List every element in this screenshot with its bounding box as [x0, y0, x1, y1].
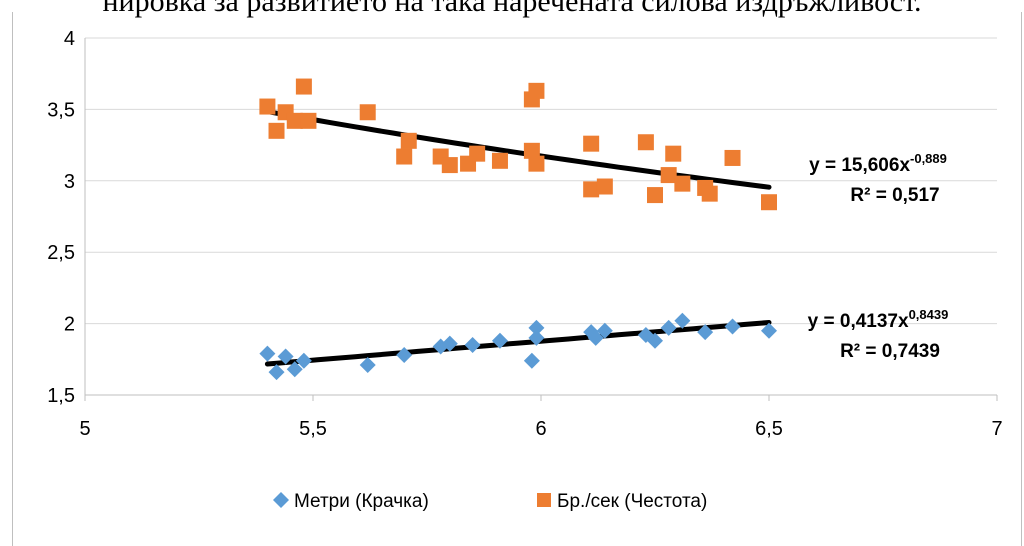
legend: Метри (Крачка) Бр./сек (Честота)	[273, 491, 707, 512]
trendline-equation-2: y = 15,606x-0,889	[809, 151, 947, 176]
point-series-1	[523, 352, 540, 369]
point-series-2	[647, 187, 663, 204]
point-series-1	[647, 332, 663, 349]
point-series-1	[295, 352, 312, 369]
point-series-1	[724, 318, 741, 335]
x-tick-label: 6	[535, 418, 546, 440]
legend-item-1: Метри (Крачка)	[273, 491, 429, 512]
legend-marker-2	[537, 493, 551, 507]
point-series-1	[277, 348, 294, 365]
point-series-2	[469, 145, 486, 162]
point-series-2	[286, 112, 303, 129]
x-tick-label: 7	[991, 418, 1002, 440]
point-series-2	[295, 78, 312, 95]
point-series-2	[396, 148, 413, 165]
point-series-2	[528, 155, 545, 172]
point-series-1	[491, 332, 508, 349]
y-tick-label: 2	[64, 314, 75, 336]
trendline-equation-1: y = 0,4137x0,8439	[808, 307, 949, 332]
point-series-1	[259, 345, 276, 362]
x-tick-label: 5,5	[299, 418, 327, 440]
point-series-1	[674, 312, 691, 329]
point-series-2	[528, 82, 545, 99]
point-series-2	[674, 175, 691, 192]
point-series-1	[528, 319, 545, 336]
trendline-equations: y = 0,4137x0,8439 R² = 0,7439 y = 15,606x-…	[808, 151, 949, 362]
point-series-2	[259, 98, 276, 115]
point-series-1	[697, 324, 714, 341]
chart-frame	[12, 12, 1022, 546]
axes	[84, 38, 998, 401]
point-series-2	[660, 167, 677, 184]
point-series-2	[523, 142, 540, 159]
y-tick-label: 2,5	[47, 242, 75, 264]
point-series-2	[400, 132, 417, 149]
y-tick-label: 3,5	[47, 99, 75, 121]
trendlines	[264, 109, 772, 367]
point-series-2	[268, 122, 285, 139]
point-series-1	[761, 322, 777, 339]
point-series-2	[665, 145, 682, 162]
point-series-1	[596, 322, 613, 339]
legend-marker-1	[273, 492, 289, 508]
trendline-series-1	[264, 320, 772, 367]
point-series-1	[464, 337, 481, 354]
point-series-1	[359, 357, 376, 374]
legend-item-2: Бр./сек (Честота)	[537, 491, 707, 512]
point-series-1	[587, 329, 604, 346]
y-tick-label: 3	[64, 171, 75, 193]
point-series-2	[637, 134, 654, 151]
point-series-1	[441, 335, 458, 352]
point-series-2	[441, 157, 458, 174]
legend-label-1: Метри (Крачка)	[294, 491, 429, 512]
point-series-2	[583, 135, 600, 152]
trendline-r2-1: R² = 0,7439	[840, 341, 940, 362]
point-series-2	[300, 112, 317, 129]
point-series-1	[286, 361, 303, 378]
point-series-1	[396, 347, 413, 364]
point-series-2	[583, 181, 600, 198]
point-series-1	[268, 364, 285, 381]
point-series-1	[660, 319, 677, 336]
point-series-2	[596, 178, 613, 195]
y-tick-label: 4	[64, 28, 75, 50]
point-series-2	[724, 149, 741, 166]
y-tick-label: 1,5	[47, 385, 75, 407]
data-points	[259, 78, 777, 381]
x-tick-label: 5	[79, 418, 90, 440]
point-series-2	[359, 104, 376, 121]
legend-label-2: Бр./сек (Честота)	[557, 491, 707, 512]
point-series-2	[701, 185, 718, 202]
point-series-2	[491, 152, 508, 169]
point-series-2	[761, 194, 777, 211]
point-series-1	[528, 329, 545, 346]
page-caption-fragment: нировка за развитието на така наречената…	[102, 0, 922, 18]
trendline-series-2	[264, 109, 772, 190]
trendline-r2-2: R² = 0,517	[850, 185, 939, 206]
tick-labels: 1,5 2 2,5 3 3,5 4 5 5,5 6 6,5 7	[47, 28, 1002, 440]
x-tick-label: 6,5	[755, 418, 783, 440]
